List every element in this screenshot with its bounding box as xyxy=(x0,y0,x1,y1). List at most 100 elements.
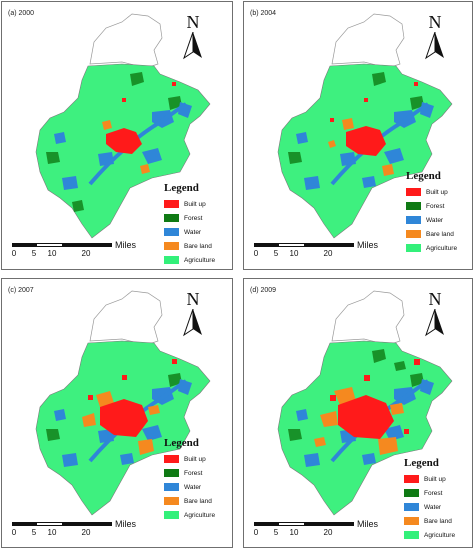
legend-swatch xyxy=(406,188,421,196)
legend-label: Built up xyxy=(426,188,448,196)
legend-item-water: Water xyxy=(404,500,455,514)
scale-tick: 20 xyxy=(81,249,91,258)
legend-item-bare-land: Bare land xyxy=(164,239,215,253)
legend-swatch xyxy=(164,483,179,491)
legend-item-agriculture: Agriculture xyxy=(164,508,215,522)
map-panel-2004: (b) 2004 N Legend Built up Forest Water … xyxy=(243,1,473,270)
legend-label: Bare land xyxy=(424,517,452,525)
map-panel-2007: (c) 2007 N Legend Built up Forest Water … xyxy=(1,278,233,548)
legend-item-forest: Forest xyxy=(406,199,457,213)
legend-label: Agriculture xyxy=(184,511,216,519)
legend-item-built-up: Built up xyxy=(404,472,455,486)
map-legend: Legend Built up Forest Water Bare land A… xyxy=(164,437,215,522)
north-label: N xyxy=(428,289,442,309)
north-label: N xyxy=(186,289,200,309)
map-panel-2009: (d) 2009 N Legend Built up Forest Water … xyxy=(243,278,473,548)
legend-swatch xyxy=(164,228,179,236)
legend-swatch xyxy=(404,475,419,483)
legend-swatch xyxy=(406,230,421,238)
legend-item-bare-land: Bare land xyxy=(404,514,455,528)
legend-label: Agriculture xyxy=(184,256,216,264)
land-use-map-2004 xyxy=(277,13,453,239)
legend-label: Forest xyxy=(184,469,203,477)
legend-item-forest: Forest xyxy=(164,211,215,225)
legend-swatch xyxy=(164,455,179,463)
panel-caption: (b) 2004 xyxy=(250,10,277,17)
legend-item-bare-land: Bare land xyxy=(164,494,215,508)
legend-swatch xyxy=(406,202,421,210)
legend-item-water: Water xyxy=(406,213,457,227)
scale-tick: 10 xyxy=(47,249,57,258)
legend-label: Built up xyxy=(424,475,446,483)
legend-swatch xyxy=(404,503,419,511)
legend-item-agriculture: Agriculture xyxy=(164,253,215,267)
legend-swatch xyxy=(164,511,179,519)
legend-label: Built up xyxy=(184,455,206,463)
panel-caption: (d) 2009 xyxy=(250,287,277,294)
legend-title: Legend xyxy=(164,437,199,449)
legend-label: Water xyxy=(184,228,202,236)
scale-unit: Miles xyxy=(357,240,379,250)
legend-swatch xyxy=(164,497,179,505)
scale-tick: 5 xyxy=(273,249,279,258)
legend-label: Bare land xyxy=(184,497,212,505)
legend-swatch xyxy=(404,531,419,539)
legend-item-forest: Forest xyxy=(164,466,215,480)
land-use-map-2000 xyxy=(35,13,211,239)
scale-tick: 10 xyxy=(47,528,57,537)
panel-caption: (a) 2000 xyxy=(8,10,35,17)
legend-swatch xyxy=(164,242,179,250)
legend-item-water: Water xyxy=(164,225,215,239)
legend-label: Forest xyxy=(424,489,443,497)
scale-tick: 5 xyxy=(273,528,279,537)
scale-unit: Miles xyxy=(357,519,379,529)
legend-item-agriculture: Agriculture xyxy=(404,528,455,542)
legend-swatch xyxy=(404,489,419,497)
legend-item-built-up: Built up xyxy=(164,197,215,211)
map-panel-2000: (a) 2000 N Legend Built up Forest Water … xyxy=(1,1,233,270)
legend-title: Legend xyxy=(406,170,441,182)
legend-item-bare-land: Bare land xyxy=(406,227,457,241)
map-legend: Legend Built up Forest Water Bare land A… xyxy=(406,170,457,255)
legend-title: Legend xyxy=(164,182,199,194)
legend-item-agriculture: Agriculture xyxy=(406,241,457,255)
legend-label: Forest xyxy=(426,202,445,210)
north-arrow-icon xyxy=(425,32,444,60)
scale-tick: 5 xyxy=(31,528,37,537)
scale-tick: 20 xyxy=(323,528,333,537)
north-arrow: N xyxy=(182,289,204,337)
scale-tick: 20 xyxy=(81,528,91,537)
legend-swatch xyxy=(164,200,179,208)
scale-unit: Miles xyxy=(115,519,137,529)
scale-tick: 20 xyxy=(323,249,333,258)
legend-label: Agriculture xyxy=(424,531,456,539)
north-arrow-icon xyxy=(183,309,202,337)
legend-label: Water xyxy=(426,216,444,224)
legend-item-built-up: Built up xyxy=(164,452,215,466)
scale-tick: 0 xyxy=(253,249,259,258)
legend-swatch xyxy=(406,244,421,252)
legend-item-built-up: Built up xyxy=(406,185,457,199)
legend-label: Bare land xyxy=(426,230,454,238)
legend-swatch xyxy=(164,469,179,477)
north-arrow: N xyxy=(424,289,446,337)
land-use-map-2007 xyxy=(35,290,211,516)
legend-swatch xyxy=(164,214,179,222)
legend-label: Water xyxy=(184,483,202,491)
legend-label: Built up xyxy=(184,200,206,208)
north-arrow: N xyxy=(424,12,446,60)
land-use-map-2009 xyxy=(277,290,453,516)
scale-unit: Miles xyxy=(115,240,137,250)
scale-tick: 0 xyxy=(11,528,17,537)
scale-tick: 0 xyxy=(253,528,259,537)
scale-tick: 10 xyxy=(289,249,299,258)
north-arrow: N xyxy=(182,12,204,60)
legend-label: Water xyxy=(424,503,442,511)
legend-item-water: Water xyxy=(164,480,215,494)
north-arrow-icon xyxy=(183,32,202,60)
north-label: N xyxy=(428,12,442,32)
legend-label: Forest xyxy=(184,214,203,222)
north-label: N xyxy=(186,12,200,32)
legend-item-forest: Forest xyxy=(404,486,455,500)
scale-tick: 5 xyxy=(31,249,37,258)
